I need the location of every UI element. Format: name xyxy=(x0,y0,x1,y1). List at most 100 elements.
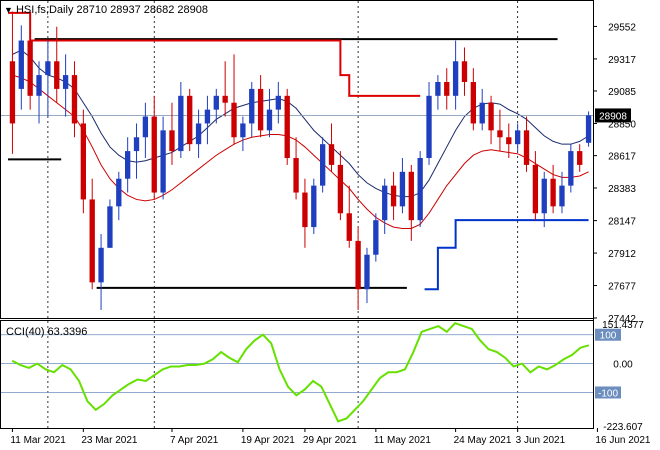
candle-body xyxy=(311,185,317,228)
price-tag xyxy=(595,108,631,123)
cci-frame xyxy=(0,320,594,429)
candle-body xyxy=(382,185,388,221)
y-tick-label: 28147 xyxy=(608,217,636,228)
candle-body xyxy=(98,247,104,283)
price-pane: 29552 29317 29085 28850 28617 28383 28147 27912… xyxy=(0,0,636,429)
symbol-info: HSI,fs,Daily 28710 28937 28682 28908 xyxy=(15,4,209,16)
candle-body xyxy=(355,240,361,290)
cci-tick-label: 0.00 xyxy=(613,360,633,371)
cci-tick-label: 151.4377 xyxy=(602,320,644,331)
candle-body xyxy=(470,81,476,124)
candle-body xyxy=(523,130,530,165)
candle-body xyxy=(426,95,432,158)
candle-body xyxy=(461,61,468,82)
collapse-arrow-icon[interactable]: ▼ xyxy=(4,5,13,15)
candle-body xyxy=(559,185,565,207)
price-tag-label: 28908 xyxy=(599,111,627,122)
candle-body xyxy=(275,95,281,110)
x-tick-label: 19 Apr 2021 xyxy=(241,435,295,446)
candle-body xyxy=(293,157,299,193)
candle-body xyxy=(116,178,122,207)
candle-body xyxy=(337,164,344,214)
x-tick-label: 23 Mar 2021 xyxy=(81,435,138,446)
candle-body xyxy=(435,81,441,96)
x-tick-label: 24 May 2021 xyxy=(454,435,512,446)
slow-ma-line xyxy=(12,74,589,229)
candle-body xyxy=(178,95,184,152)
cci-tick-label: 100 xyxy=(600,331,617,342)
candle-body xyxy=(585,115,592,143)
x-tick-label: 29 Apr 2021 xyxy=(303,435,357,446)
y-tick-label: 29317 xyxy=(608,55,636,66)
candle-body xyxy=(27,40,33,96)
candle-body xyxy=(320,144,326,186)
candle-body xyxy=(568,151,574,186)
candle-body xyxy=(89,199,95,283)
candle-body xyxy=(187,95,193,145)
candle-body xyxy=(249,88,255,124)
candle-body xyxy=(160,130,166,193)
candle-body xyxy=(328,144,335,165)
cci-tick-label: -223.607 xyxy=(603,422,643,433)
cci-header: CCI(40) 63.3396 xyxy=(6,326,87,338)
candle-body xyxy=(346,213,352,241)
x-tick-label: 11 May 2021 xyxy=(374,435,432,446)
candle-body xyxy=(133,137,140,152)
y-tick-label: 27912 xyxy=(608,249,636,260)
candle-body xyxy=(18,40,24,89)
candle-body xyxy=(36,75,42,96)
candle-body xyxy=(257,88,264,131)
y-tick-label: 29085 xyxy=(608,87,636,98)
x-tick-label: 16 Jun 2021 xyxy=(595,435,650,446)
cci-level-tag xyxy=(595,386,621,399)
x-tick-label: 11 Mar 2021 xyxy=(10,435,66,446)
candle-body xyxy=(125,151,131,179)
time-axis: 11 Mar 2021 23 Mar 2021 7 Apr 2021 19 Apr 2… xyxy=(10,428,651,446)
candle-body xyxy=(45,61,51,76)
candle-body xyxy=(231,102,237,138)
candle-body xyxy=(488,102,494,131)
candle-body xyxy=(142,116,149,138)
red-stop-line xyxy=(8,11,421,97)
y-tick-label: 28850 xyxy=(608,119,636,130)
candle-body xyxy=(62,75,69,89)
candle-body xyxy=(169,130,175,152)
candle-body xyxy=(284,95,290,158)
candle-body xyxy=(204,109,211,124)
blue-stop-line xyxy=(424,219,589,291)
candle-body xyxy=(302,192,308,228)
cci-info: CCI(40) 63.3396 xyxy=(6,326,88,338)
candle-body xyxy=(497,130,503,138)
candle-body xyxy=(399,171,406,207)
candle-body xyxy=(54,61,60,89)
x-tick-label: 7 Apr 2021 xyxy=(170,435,219,446)
candle-body xyxy=(364,254,370,290)
x-tick-label: 3 Jun 2021 xyxy=(516,435,566,446)
y-tick-label: 29552 xyxy=(608,22,636,33)
candle-body xyxy=(373,220,379,255)
y-tick-label: 27677 xyxy=(608,282,636,293)
candle-body xyxy=(417,157,423,221)
candle-body xyxy=(213,95,219,110)
candle-body xyxy=(195,123,202,145)
candle-body xyxy=(479,102,485,124)
candle-body xyxy=(107,206,113,248)
candle-body xyxy=(541,178,547,214)
cci-line xyxy=(11,322,590,423)
candle-body xyxy=(71,75,78,124)
fast-ma-line xyxy=(12,49,589,198)
candle-body xyxy=(452,61,459,96)
candle-body xyxy=(222,95,228,103)
y-tick-label: 28383 xyxy=(608,184,636,195)
candle-body xyxy=(550,178,556,207)
y-tick-label: 27442 xyxy=(608,314,636,325)
candle-body xyxy=(408,171,414,221)
candle-body xyxy=(240,123,246,138)
symbol-header: ▼ HSI,fs,Daily 28710 28937 28682 28908 xyxy=(4,4,208,16)
candle-body xyxy=(151,116,157,193)
candle-body xyxy=(577,151,583,165)
cci-tick-label: -100 xyxy=(598,388,618,399)
candle-body xyxy=(80,123,86,200)
candle-body xyxy=(444,81,450,96)
